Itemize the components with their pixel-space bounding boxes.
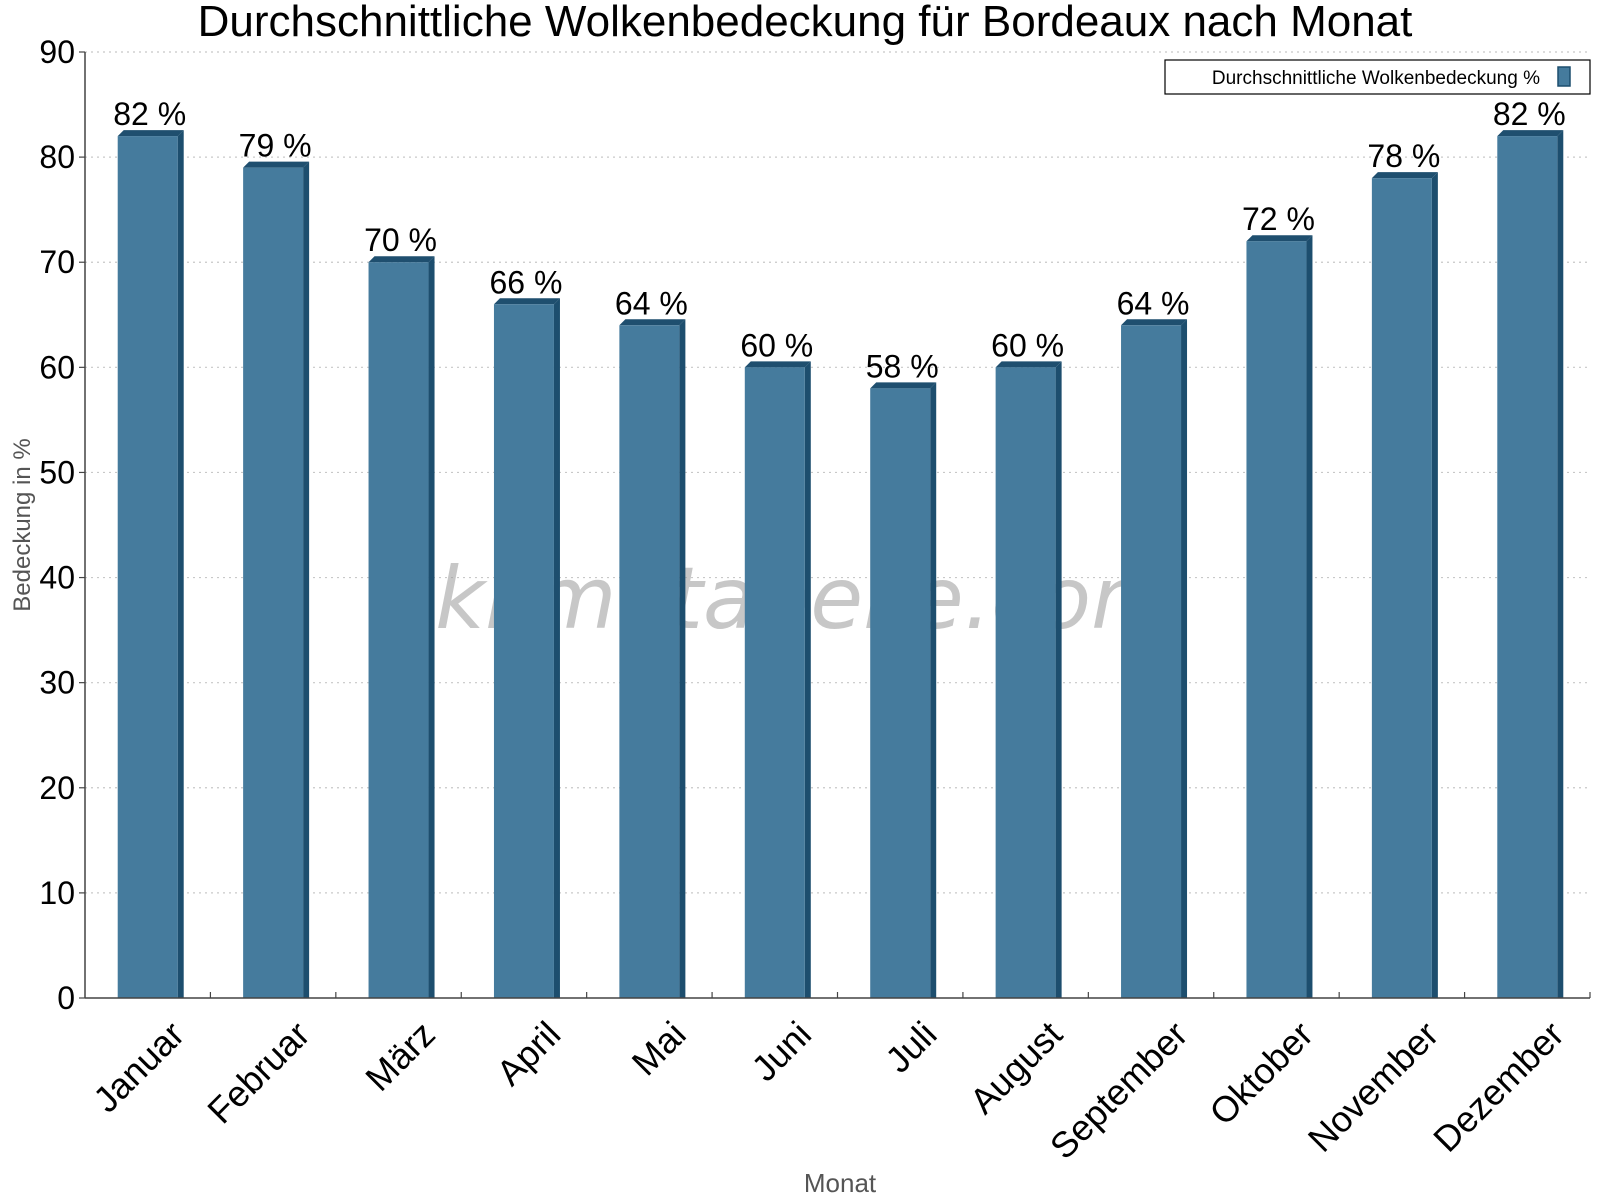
bar-februar [243, 161, 310, 999]
bar-august [995, 361, 1062, 998]
bar [619, 325, 680, 998]
y-tick-label: 20 [39, 770, 75, 806]
bar-top [744, 361, 811, 368]
bar-september [1121, 319, 1188, 998]
bar [870, 388, 931, 998]
data-label: 58 % [866, 348, 939, 384]
bar [1497, 136, 1558, 999]
bar-oktober [1246, 235, 1313, 998]
bar [1246, 241, 1307, 998]
bar-november [1371, 172, 1438, 999]
chart-title: Durchschnittliche Wolkenbedeckung für Bo… [198, 0, 1413, 46]
bar-top [995, 361, 1062, 368]
y-tick-label: 80 [39, 139, 75, 175]
x-tick-label: Dezember [1425, 1013, 1571, 1159]
bar-side [804, 361, 811, 998]
y-tick-labels: 0 10 20 30 40 50 60 70 80 90 [39, 34, 75, 1016]
y-tick-label: 0 [57, 980, 75, 1016]
y-tick-label: 90 [39, 34, 75, 70]
bar-juni [744, 361, 811, 998]
bar [1371, 178, 1432, 999]
x-tick-label: März [357, 1013, 443, 1099]
x-tick-label: September [1042, 1013, 1196, 1167]
y-tick-label: 50 [39, 454, 75, 490]
data-label: 70 % [364, 222, 437, 258]
legend-label: Durchschnittliche Wolkenbedeckung % [1212, 68, 1540, 89]
bar [744, 367, 805, 998]
data-label: 82 % [113, 96, 186, 132]
bar-top [117, 130, 184, 137]
bar-side [177, 130, 184, 999]
bar-märz [368, 256, 435, 998]
x-tick-label: August [962, 1013, 1070, 1121]
bar-side [930, 382, 937, 998]
x-tick-label: Juli [877, 1013, 944, 1080]
y-tick-label: 30 [39, 665, 75, 701]
legend: Durchschnittliche Wolkenbedeckung % [1164, 59, 1591, 95]
y-tick-label: 10 [39, 875, 75, 911]
bar-top [619, 319, 686, 326]
bar-dezember [1497, 130, 1564, 999]
bar [1121, 325, 1182, 998]
bar-side [1055, 361, 1062, 998]
bar-april [493, 298, 560, 998]
bar-januar [117, 130, 184, 999]
bar-top [368, 256, 435, 263]
data-label: 66 % [489, 264, 562, 300]
axes [79, 51, 1591, 999]
bar [117, 136, 178, 999]
bar-side [1431, 172, 1438, 999]
bar-top [1246, 235, 1313, 242]
y-tick-label: 40 [39, 560, 75, 596]
data-label: 79 % [239, 128, 312, 164]
data-label: 82 % [1493, 96, 1566, 132]
x-tick-label: November [1300, 1013, 1446, 1159]
bar-mai [619, 319, 686, 998]
bar-top [1497, 130, 1564, 137]
legend-swatch [1557, 66, 1571, 87]
bar-side [553, 298, 560, 998]
bar-top [493, 298, 560, 305]
bar-top [1371, 172, 1438, 179]
data-label: 72 % [1242, 201, 1315, 237]
bar-side [679, 319, 686, 998]
y-axis-title: Bedeckung in % [9, 438, 36, 611]
data-label: 60 % [740, 327, 813, 363]
bars [117, 130, 1564, 999]
x-axis-title: Monat [804, 1168, 877, 1198]
bar-side [1181, 319, 1188, 998]
y-tick-label: 60 [39, 349, 75, 385]
legend-box [1164, 59, 1591, 95]
x-tick-label: Juni [743, 1013, 819, 1089]
bar-juli [870, 382, 937, 998]
y-tick-label: 70 [39, 244, 75, 280]
data-label: 64 % [615, 285, 688, 321]
bar [493, 304, 554, 998]
bar-side [303, 161, 310, 999]
x-tick-label: Mai [624, 1013, 694, 1083]
bar-side [1306, 235, 1313, 998]
bar [995, 367, 1056, 998]
bar-side [1557, 130, 1564, 999]
data-label: 60 % [991, 327, 1064, 363]
data-label: 64 % [1117, 285, 1190, 321]
data-labels: 82 % 79 % 70 % 66 % 64 % 60 % 58 % 60 % 64 % 72 %… [113, 96, 1566, 384]
x-tick-label: April [488, 1013, 568, 1093]
grid-lines [85, 51, 1590, 894]
x-tick-label: Februar [199, 1013, 317, 1131]
bar [368, 262, 429, 998]
bar-top [870, 382, 937, 389]
data-label: 78 % [1367, 138, 1440, 174]
bar [243, 167, 304, 999]
bar-top [1121, 319, 1188, 326]
x-tick-label: Oktober [1201, 1013, 1321, 1133]
bar-top [243, 161, 310, 168]
x-tick-label: Januar [85, 1013, 192, 1120]
bar-side [428, 256, 435, 998]
x-tick-labels: Januar Februar März April Mai Juni Juli AugustS… [85, 1013, 1571, 1167]
